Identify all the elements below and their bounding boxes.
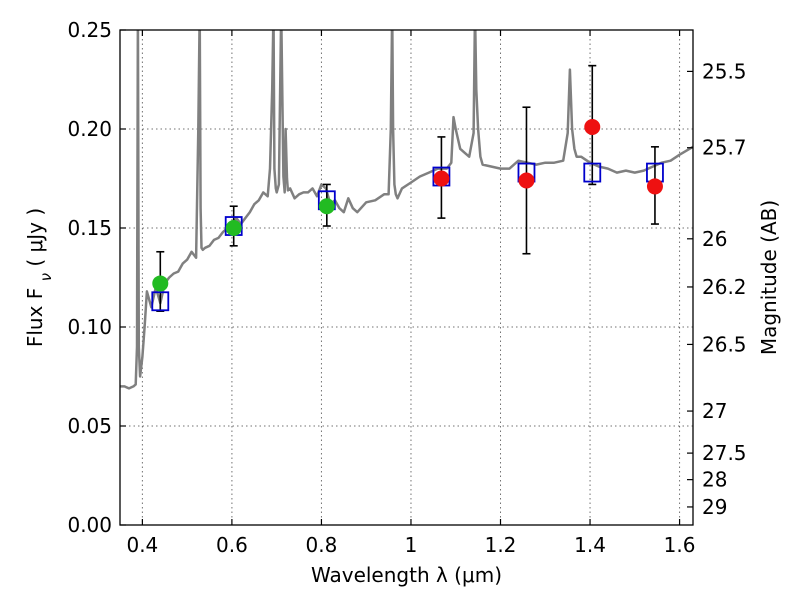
spectrum-line bbox=[120, 30, 693, 390]
model-box-marker bbox=[583, 162, 602, 183]
y2-tick-label: 28 bbox=[702, 468, 727, 492]
y2-tick-label: 27 bbox=[702, 399, 727, 423]
y-tick-label: 0.10 bbox=[67, 315, 112, 339]
x-axis-title: Wavelength λ (μm) bbox=[311, 563, 502, 587]
y2-tick-label: 25.7 bbox=[702, 136, 747, 160]
optical-data-point bbox=[152, 275, 169, 292]
y-axis-title-subscript: ν bbox=[37, 273, 55, 281]
model-box-marker bbox=[151, 291, 170, 312]
nir-data-point bbox=[433, 170, 450, 187]
tick-layer: 0.4 0.6 0.8 1 1.2 1.4 1.6 0.00 0.05 0.10 0.15 0.20 0… bbox=[67, 18, 746, 557]
optical-data-point bbox=[225, 220, 242, 236]
y-tick-label: 0.25 bbox=[67, 18, 112, 42]
x-tick-label: 0.8 bbox=[306, 533, 338, 557]
plot-frame bbox=[119, 29, 694, 526]
x-tick-label: 1 bbox=[405, 533, 418, 557]
y-tick-label: 0.20 bbox=[67, 117, 112, 141]
nir-data-point bbox=[646, 178, 663, 195]
y-tick-label: 0.00 bbox=[67, 513, 112, 537]
y-axis-title-main: Flux F bbox=[23, 288, 47, 347]
spectrum-layer bbox=[120, 30, 693, 390]
y2-tick-label: 25.5 bbox=[702, 59, 747, 83]
x-tick-label: 1.6 bbox=[664, 533, 696, 557]
x-tick-label: 1.2 bbox=[485, 533, 517, 557]
y2-tick-label: 26.2 bbox=[702, 275, 747, 299]
observed-point-layer bbox=[152, 119, 663, 292]
x-tick-label: 1.4 bbox=[574, 533, 606, 557]
y2-tick-label: 26 bbox=[702, 227, 727, 251]
nir-data-point bbox=[518, 172, 535, 189]
y2-tick-label: 26.5 bbox=[702, 332, 747, 356]
optical-data-point bbox=[318, 198, 335, 215]
x-tick-label: 0.6 bbox=[216, 533, 248, 557]
y2-tick-label: 27.5 bbox=[702, 441, 747, 465]
y2-tick-label: 29 bbox=[702, 495, 727, 519]
y-tick-label: 0.15 bbox=[67, 216, 112, 240]
nir-data-point bbox=[584, 119, 601, 136]
y-axis-title: Flux F ν ( μJy ) bbox=[23, 208, 55, 347]
y2-axis-title: Magnitude (AB) bbox=[757, 200, 781, 355]
x-tick-label: 0.4 bbox=[126, 533, 158, 557]
y-axis-title-unit: ( μJy ) bbox=[23, 208, 47, 267]
y-tick-label: 0.05 bbox=[67, 414, 112, 438]
